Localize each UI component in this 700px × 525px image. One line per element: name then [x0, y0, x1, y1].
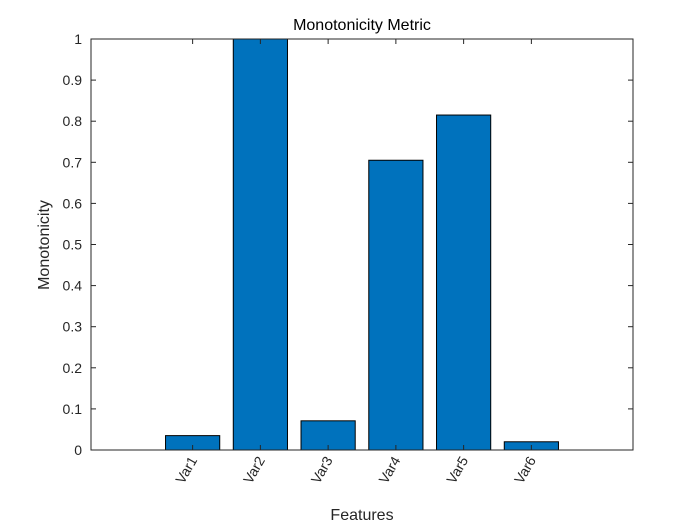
- x-tick-label: Var3: [308, 453, 336, 486]
- x-tick-label: Var2: [240, 453, 268, 486]
- plot-area: [91, 39, 633, 450]
- x-tick-label: Var5: [443, 453, 471, 486]
- y-tick-label: 0.4: [63, 278, 83, 294]
- y-tick-label: 1: [74, 31, 82, 47]
- x-axis-title: Features: [330, 507, 393, 524]
- y-tick-label: 0.7: [63, 154, 83, 170]
- y-tick-label: 0.5: [63, 237, 83, 253]
- x-tick-label: Var1: [172, 453, 200, 486]
- bars-layer: [165, 38, 559, 451]
- y-tick-label: 0: [74, 442, 82, 458]
- y-tick-label: 0.3: [63, 319, 83, 335]
- chart-title: Monotonicity Metric: [293, 17, 431, 34]
- y-tick-label: 0.6: [63, 195, 83, 211]
- y-tick-label: 0.1: [63, 401, 83, 417]
- bar-var2: [232, 38, 288, 451]
- bar-var5: [436, 114, 492, 451]
- y-axis-title: Monotonicity: [36, 200, 53, 290]
- x-tick-label: Var6: [511, 453, 539, 486]
- y-tick-label: 0.2: [63, 360, 83, 376]
- y-tick-label: 0.8: [63, 113, 83, 129]
- x-tick-label: Var4: [375, 453, 403, 486]
- y-tick-label: 0.9: [63, 72, 83, 88]
- bar-var4: [368, 159, 424, 451]
